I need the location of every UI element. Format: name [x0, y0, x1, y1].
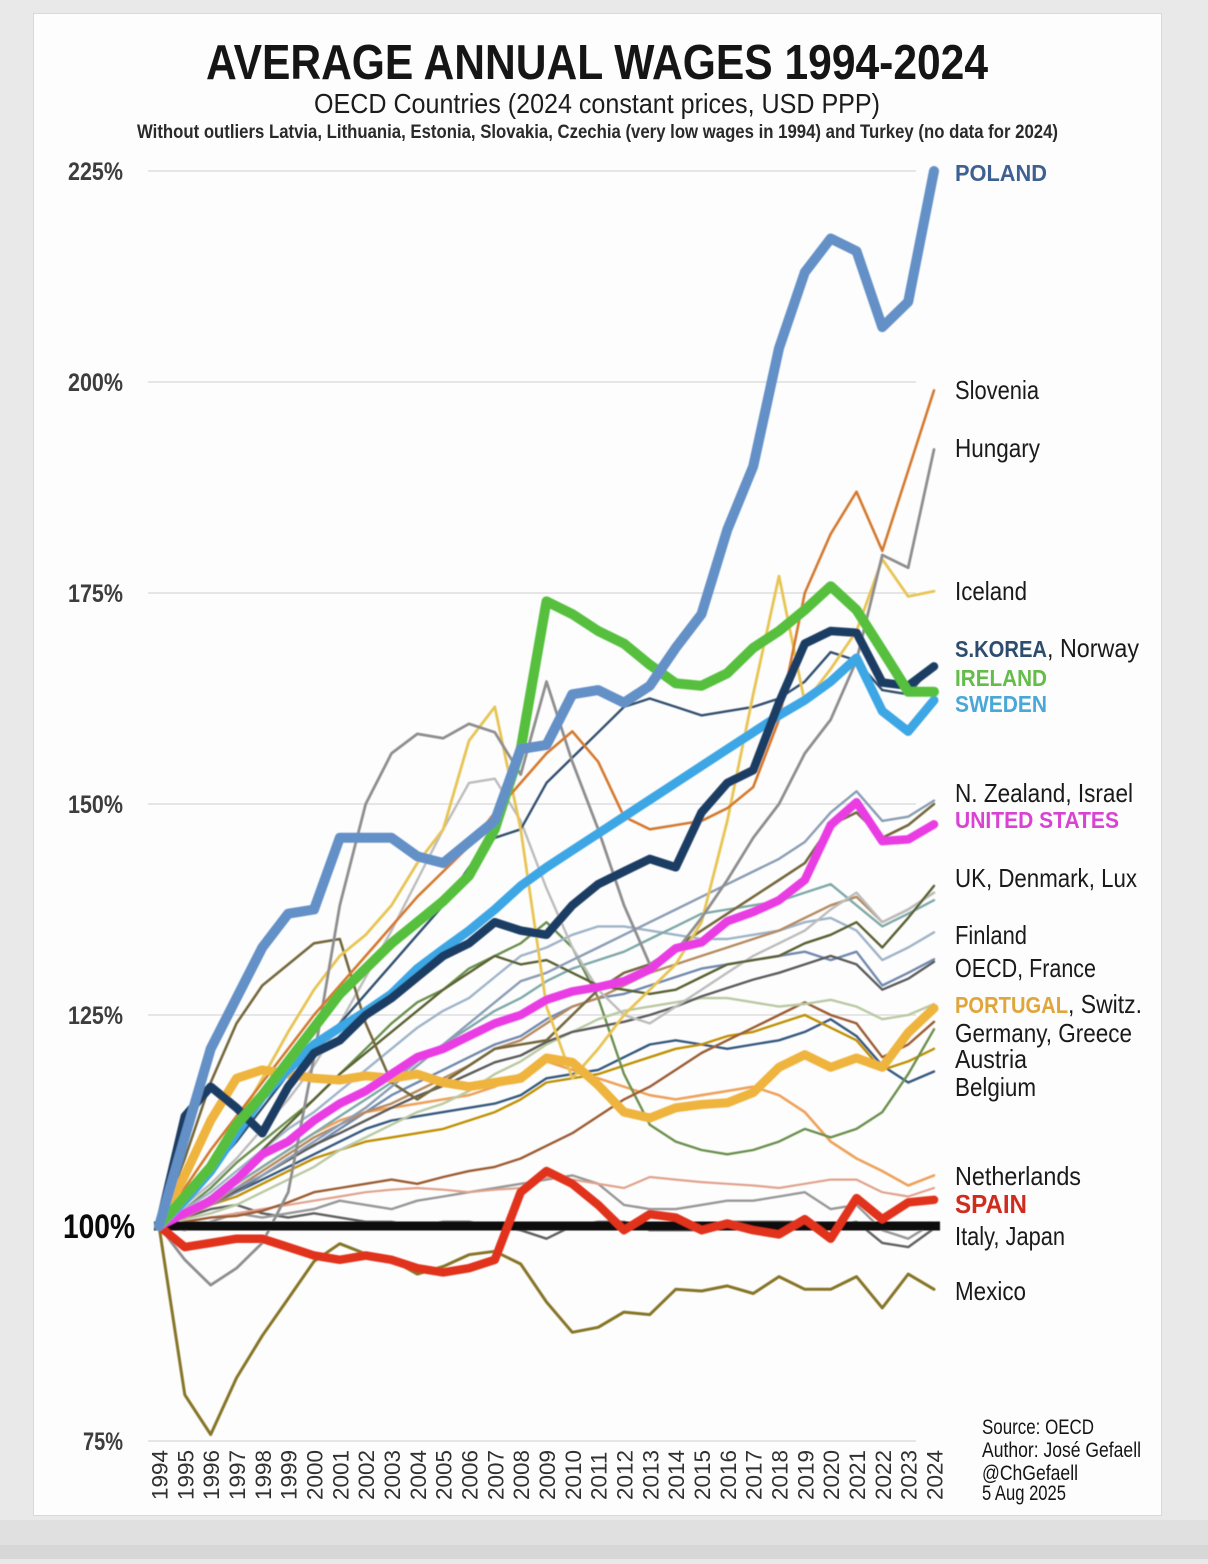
svg-text:2001: 2001 [328, 1450, 353, 1500]
svg-text:Netherlands: Netherlands [955, 1161, 1081, 1191]
svg-text:2022: 2022 [871, 1450, 896, 1500]
svg-text:125%: 125% [68, 1002, 123, 1030]
svg-text:Italy, Japan: Italy, Japan [955, 1221, 1065, 1251]
svg-text:2012: 2012 [613, 1450, 638, 1500]
svg-text:2019: 2019 [793, 1450, 818, 1500]
svg-text:2000: 2000 [303, 1450, 328, 1500]
svg-text:OECD, France: OECD, France [955, 953, 1096, 983]
svg-text:2016: 2016 [716, 1450, 741, 1500]
svg-text:150%: 150% [68, 791, 123, 819]
svg-text:UK, Denmark, Lux: UK, Denmark, Lux [955, 863, 1137, 893]
svg-text:1995: 1995 [173, 1450, 198, 1500]
svg-text:SPAIN: SPAIN [955, 1189, 1027, 1219]
svg-text:175%: 175% [68, 580, 123, 608]
svg-text:1994: 1994 [148, 1450, 173, 1500]
svg-text:1997: 1997 [225, 1450, 250, 1500]
svg-text:, Norway: , Norway [1047, 633, 1139, 663]
svg-text:Slovenia: Slovenia [955, 375, 1039, 405]
svg-text:1998: 1998 [251, 1450, 276, 1500]
svg-text:2017: 2017 [742, 1450, 767, 1500]
svg-text:IRELAND: IRELAND [955, 665, 1047, 691]
svg-text:200%: 200% [68, 369, 123, 397]
svg-text:2013: 2013 [638, 1450, 663, 1500]
svg-text:1999: 1999 [277, 1450, 302, 1500]
svg-text:5 Aug 2025: 5 Aug 2025 [982, 1482, 1066, 1505]
svg-text:2009: 2009 [535, 1450, 560, 1500]
svg-text:Source: OECD: Source: OECD [982, 1416, 1094, 1439]
svg-text:POLAND: POLAND [955, 160, 1047, 186]
svg-text:75%: 75% [83, 1428, 123, 1456]
svg-text:UNITED STATES: UNITED STATES [955, 807, 1119, 833]
svg-text:2011: 2011 [587, 1452, 612, 1500]
svg-text:100%: 100% [63, 1208, 135, 1246]
svg-text:PORTUGAL: PORTUGAL [955, 992, 1068, 1018]
svg-text:2006: 2006 [458, 1450, 483, 1500]
svg-text:Austria: Austria [955, 1044, 1027, 1074]
svg-text:2021: 2021 [845, 1450, 870, 1500]
svg-text:Finland: Finland [955, 920, 1027, 950]
svg-text:2004: 2004 [406, 1450, 431, 1500]
svg-text:Author: José Gefaell: Author: José Gefaell [982, 1439, 1141, 1462]
svg-text:, Switz.: , Switz. [1068, 989, 1142, 1019]
svg-text:Germany, Greece: Germany, Greece [955, 1018, 1132, 1048]
svg-text:SWEDEN: SWEDEN [955, 691, 1047, 717]
svg-text:2008: 2008 [509, 1450, 534, 1500]
svg-text:Hungary: Hungary [955, 433, 1040, 463]
svg-text:OECD Countries (2024 constant: OECD Countries (2024 constant prices, US… [314, 88, 880, 119]
svg-text:Iceland: Iceland [955, 576, 1027, 606]
svg-text:Without outliers Latvia, Lithu: Without outliers Latvia, Lithuania, Esto… [137, 121, 1058, 143]
svg-text:2010: 2010 [561, 1450, 586, 1500]
svg-text:Mexico: Mexico [955, 1276, 1026, 1306]
svg-text:2024: 2024 [923, 1450, 948, 1500]
svg-text:2002: 2002 [354, 1450, 379, 1500]
svg-text:2005: 2005 [432, 1450, 457, 1500]
svg-text:2018: 2018 [768, 1450, 793, 1500]
svg-text:AVERAGE ANNUAL WAGES 1994-2024: AVERAGE ANNUAL WAGES 1994-2024 [206, 36, 988, 90]
svg-text:S.KOREA: S.KOREA [955, 636, 1047, 662]
svg-text:N. Zealand, Israel: N. Zealand, Israel [955, 778, 1133, 808]
svg-text:2015: 2015 [690, 1450, 715, 1500]
svg-text:2020: 2020 [819, 1450, 844, 1500]
svg-text:225%: 225% [68, 158, 123, 186]
svg-text:2014: 2014 [664, 1450, 689, 1500]
svg-text:Belgium: Belgium [955, 1072, 1036, 1102]
svg-text:2003: 2003 [380, 1450, 405, 1500]
svg-text:2007: 2007 [483, 1450, 508, 1500]
svg-text:2023: 2023 [897, 1450, 922, 1500]
svg-text:@ChGefaell: @ChGefaell [982, 1462, 1078, 1485]
svg-text:1996: 1996 [199, 1450, 224, 1500]
